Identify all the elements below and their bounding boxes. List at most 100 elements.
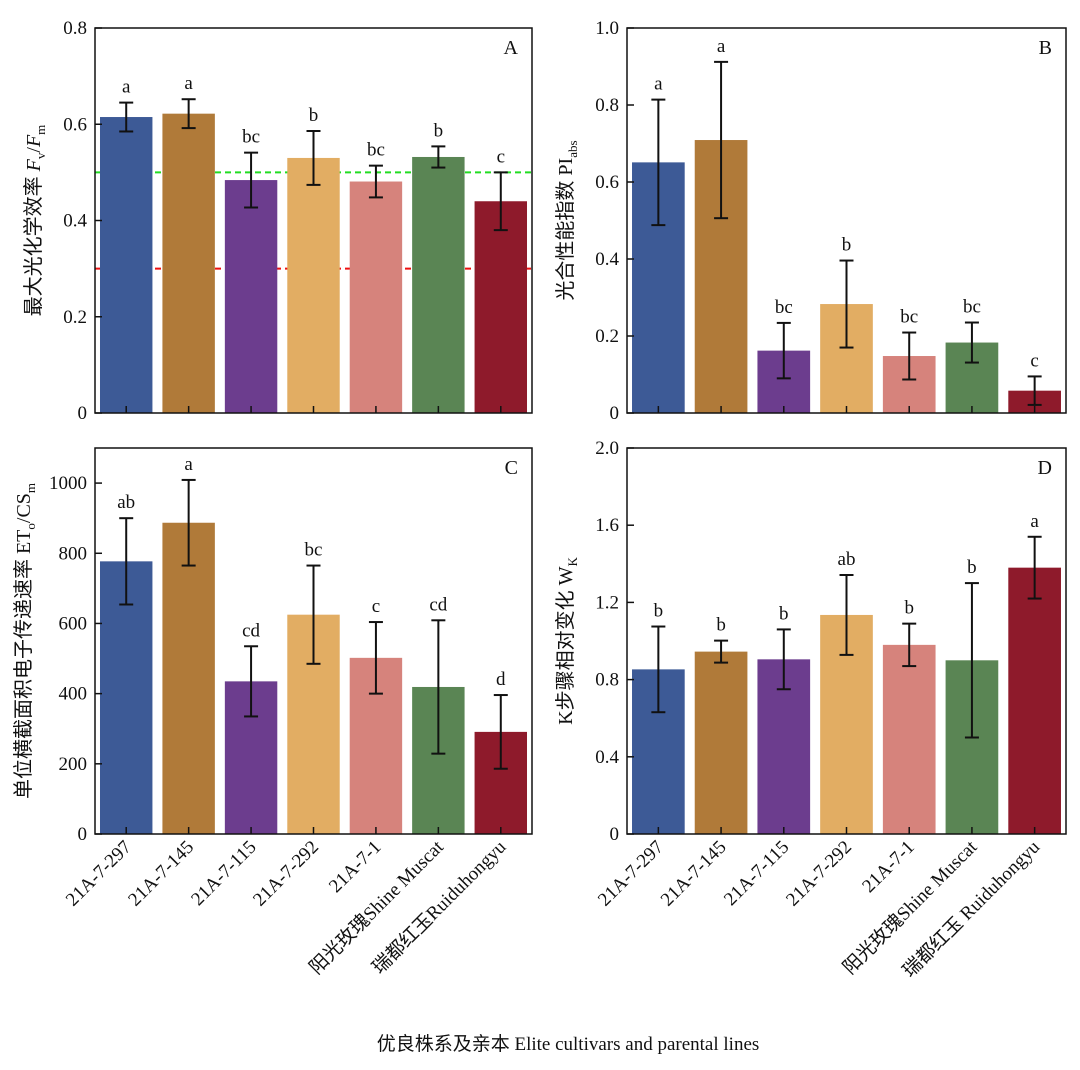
- panel-d-significance-letter-6: a: [1030, 511, 1039, 532]
- panel-b-significance-letter-5: bc: [963, 297, 981, 318]
- panel-b-error-bar-3: [839, 259, 854, 349]
- panel-a-bar-6: [474, 201, 528, 413]
- panel-d-significance-letter-4: b: [904, 598, 914, 619]
- panel-a-significance-letter-2: bc: [242, 127, 260, 148]
- panel-c-ytick-label-5: 1000: [49, 473, 87, 494]
- panel-d-error-bar-1: [714, 639, 729, 664]
- panel-b-significance-letter-1: a: [717, 36, 726, 57]
- panel-d-y-axis-label: K步骤相对变化 WK: [554, 557, 580, 725]
- panel-c-significance-letter-2: cd: [242, 620, 260, 641]
- panel-b-ytick-label-1: 0.2: [595, 326, 619, 347]
- panel-a-bar-0: [99, 117, 153, 413]
- panel-d-ytick-label-4: 1.6: [595, 515, 619, 536]
- panel-d-error-bar-4: [902, 622, 917, 668]
- panel-b-ytick-label-0: 0: [610, 403, 620, 424]
- panel-c-error-bar-6: [493, 694, 508, 770]
- panel-d-chart: bbbabbba00.40.81.21.62.021A-7-29721A-7-1…: [554, 438, 1067, 982]
- panel-a-error-bar-0: [119, 101, 134, 133]
- panel-c-ytick-label-4: 800: [59, 543, 88, 564]
- panel-a-bar-1: [162, 113, 215, 413]
- panel-d-xtick-label-0: 21A-7-297: [594, 837, 668, 911]
- panel-d-xtick-label-2: 21A-7-115: [720, 837, 793, 910]
- panel-c-xtick-label-1: 21A-7-145: [124, 837, 198, 911]
- panel-d-significance-letter-2: b: [779, 603, 789, 624]
- panel-b-significance-letter-2: bc: [775, 297, 793, 318]
- panel-c-bar-0: [99, 561, 153, 834]
- panel-d-significance-letter-1: b: [716, 615, 726, 636]
- panel-a-ytick-label-3: 0.6: [63, 114, 87, 135]
- panel-c-error-bar-2: [244, 645, 259, 718]
- panel-a-ytick-label-4: 0.8: [63, 18, 87, 39]
- panel-c-error-bar-4: [368, 621, 383, 695]
- panel-a-significance-letter-1: a: [184, 73, 193, 94]
- panel-d-bar-6: [1008, 567, 1061, 834]
- panel-c-ytick-label-2: 400: [59, 684, 88, 705]
- panel-b-significance-letter-6: c: [1030, 350, 1038, 371]
- panel-c-xtick-label-2: 21A-7-115: [187, 837, 260, 910]
- panel-d-ytick-label-1: 0.4: [595, 747, 619, 768]
- panel-d-xtick-label-1: 21A-7-145: [657, 837, 731, 911]
- panel-c-ytick-label-1: 200: [59, 754, 88, 775]
- shared-x-axis-label: 优良株系及亲本 Elite cultivars and parental lin…: [377, 1033, 760, 1055]
- panel-d-significance-letter-0: b: [654, 601, 664, 622]
- panel-d-error-bar-2: [776, 628, 791, 691]
- panel-b-chart: a a bc b bc bc c 0 0.2 0.4 0.6 0.8 1.0 B 光合性能指数 PIabs: [554, 18, 1067, 424]
- panel-c-ytick-label-0: 0: [78, 824, 88, 845]
- panel-b-significance-letter-3: b: [842, 235, 852, 256]
- panel-a-error-bar-3: [306, 129, 321, 186]
- panel-a-significance-letter-0: a: [122, 77, 131, 98]
- panel-c-error-bar-3: [306, 564, 321, 665]
- panel-a-panel-letter: A: [504, 37, 519, 59]
- panel-b-error-bar-1: [714, 60, 729, 220]
- panel-d-xtick-label-3: 21A-7-292: [782, 837, 856, 911]
- panel-a-bar-2: [224, 180, 278, 413]
- panel-d-error-bar-6: [1027, 535, 1042, 600]
- panel-c-ytick-label-3: 600: [59, 613, 88, 634]
- panel-b-panel-letter: B: [1039, 37, 1052, 59]
- panel-a-significance-letter-6: c: [497, 146, 505, 167]
- panel-d-ytick-label-2: 0.8: [595, 670, 619, 691]
- panel-a-significance-letter-5: b: [434, 120, 444, 141]
- panel-c-significance-letter-5: cd: [429, 594, 447, 615]
- panel-d-ytick-label-0: 0: [610, 824, 620, 845]
- panel-b-y-axis-label: 光合性能指数 PIabs: [554, 140, 580, 300]
- panel-b-error-bar-6: [1027, 375, 1042, 406]
- panel-c-significance-letter-3: bc: [305, 540, 323, 561]
- panel-c-significance-letter-6: d: [496, 669, 506, 690]
- panel-b-error-bar-4: [902, 331, 917, 381]
- panel-b-ytick-label-2: 0.4: [595, 249, 619, 270]
- panel-c-bar-1: [162, 522, 215, 834]
- panel-d-error-bar-3: [839, 573, 854, 656]
- panel-c-xtick-label-0: 21A-7-297: [62, 837, 136, 911]
- panel-d-error-bar-5: [964, 582, 979, 739]
- panel-c-xtick-label-3: 21A-7-292: [249, 837, 323, 911]
- panel-b-error-bar-5: [964, 321, 979, 364]
- panel-d-bar-1: [694, 651, 748, 834]
- panel-b-significance-letter-0: a: [654, 74, 663, 95]
- panel-b-error-bar-0: [651, 98, 666, 227]
- panel-b-significance-letter-4: bc: [900, 307, 918, 328]
- panel-a-bar-5: [412, 156, 465, 413]
- panel-a-error-bar-2: [244, 151, 259, 209]
- panel-c-panel-letter: C: [505, 457, 518, 479]
- panel-d-ytick-label-3: 1.2: [595, 592, 619, 613]
- panel-a-significance-letter-4: bc: [367, 140, 385, 161]
- panel-a-ytick-label-0: 0: [78, 403, 88, 424]
- panel-a-significance-letter-3: b: [309, 105, 319, 126]
- panel-c-significance-letter-0: ab: [117, 492, 135, 513]
- panel-a-error-bar-5: [431, 145, 446, 169]
- panel-c-significance-letter-1: a: [184, 454, 193, 475]
- panel-c-y-axis-label: 单位横截面积电子传递速率 ETo/CSm: [12, 483, 38, 799]
- panel-c-error-bar-1: [181, 478, 196, 567]
- panel-d-error-bar-0: [651, 625, 666, 714]
- panel-c-significance-letter-4: c: [372, 596, 380, 617]
- panel-d-significance-letter-3: ab: [838, 549, 856, 570]
- panel-a-error-bar-1: [181, 98, 196, 130]
- panel-b-ytick-label-5: 1.0: [595, 18, 619, 39]
- panel-a-ytick-label-1: 0.2: [63, 307, 87, 328]
- panel-d-xtick-label-4: 21A-7-1: [858, 837, 918, 897]
- panel-a-bar-3: [287, 157, 340, 413]
